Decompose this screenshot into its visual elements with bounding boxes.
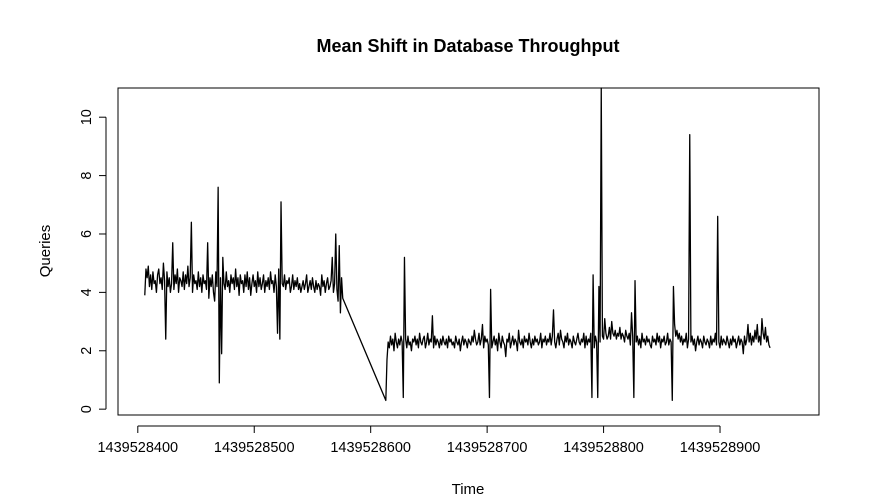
y-tick-label: 2: [79, 347, 95, 355]
x-tick-label: 1439528500: [214, 440, 295, 456]
x-tick-label: 1439528400: [97, 440, 178, 456]
series-group: [144, 87, 771, 402]
x-axis: 1439528400 1439528500 1439528600 1439528700…: [97, 425, 761, 456]
x-tick-label: 1439528700: [447, 440, 528, 456]
y-tick-label: 0: [79, 405, 95, 413]
x-tick-label: 1439528800: [563, 440, 644, 456]
x-axis-title: Time: [452, 481, 485, 498]
y-axis: 0 2 4 6 8 10: [79, 109, 107, 413]
y-tick-label: 6: [79, 230, 95, 238]
y-tick-label: 10: [79, 109, 95, 125]
series-line: [144, 87, 771, 402]
chart-title: Mean Shift in Database Throughput: [316, 36, 619, 56]
x-tick-label: 1439528600: [330, 440, 411, 456]
plot-frame: [117, 87, 820, 416]
y-tick-label: 4: [79, 288, 95, 296]
y-tick-label: 8: [79, 172, 95, 180]
y-axis-title: Queries: [37, 225, 54, 278]
x-tick-label: 1439528900: [680, 440, 761, 456]
